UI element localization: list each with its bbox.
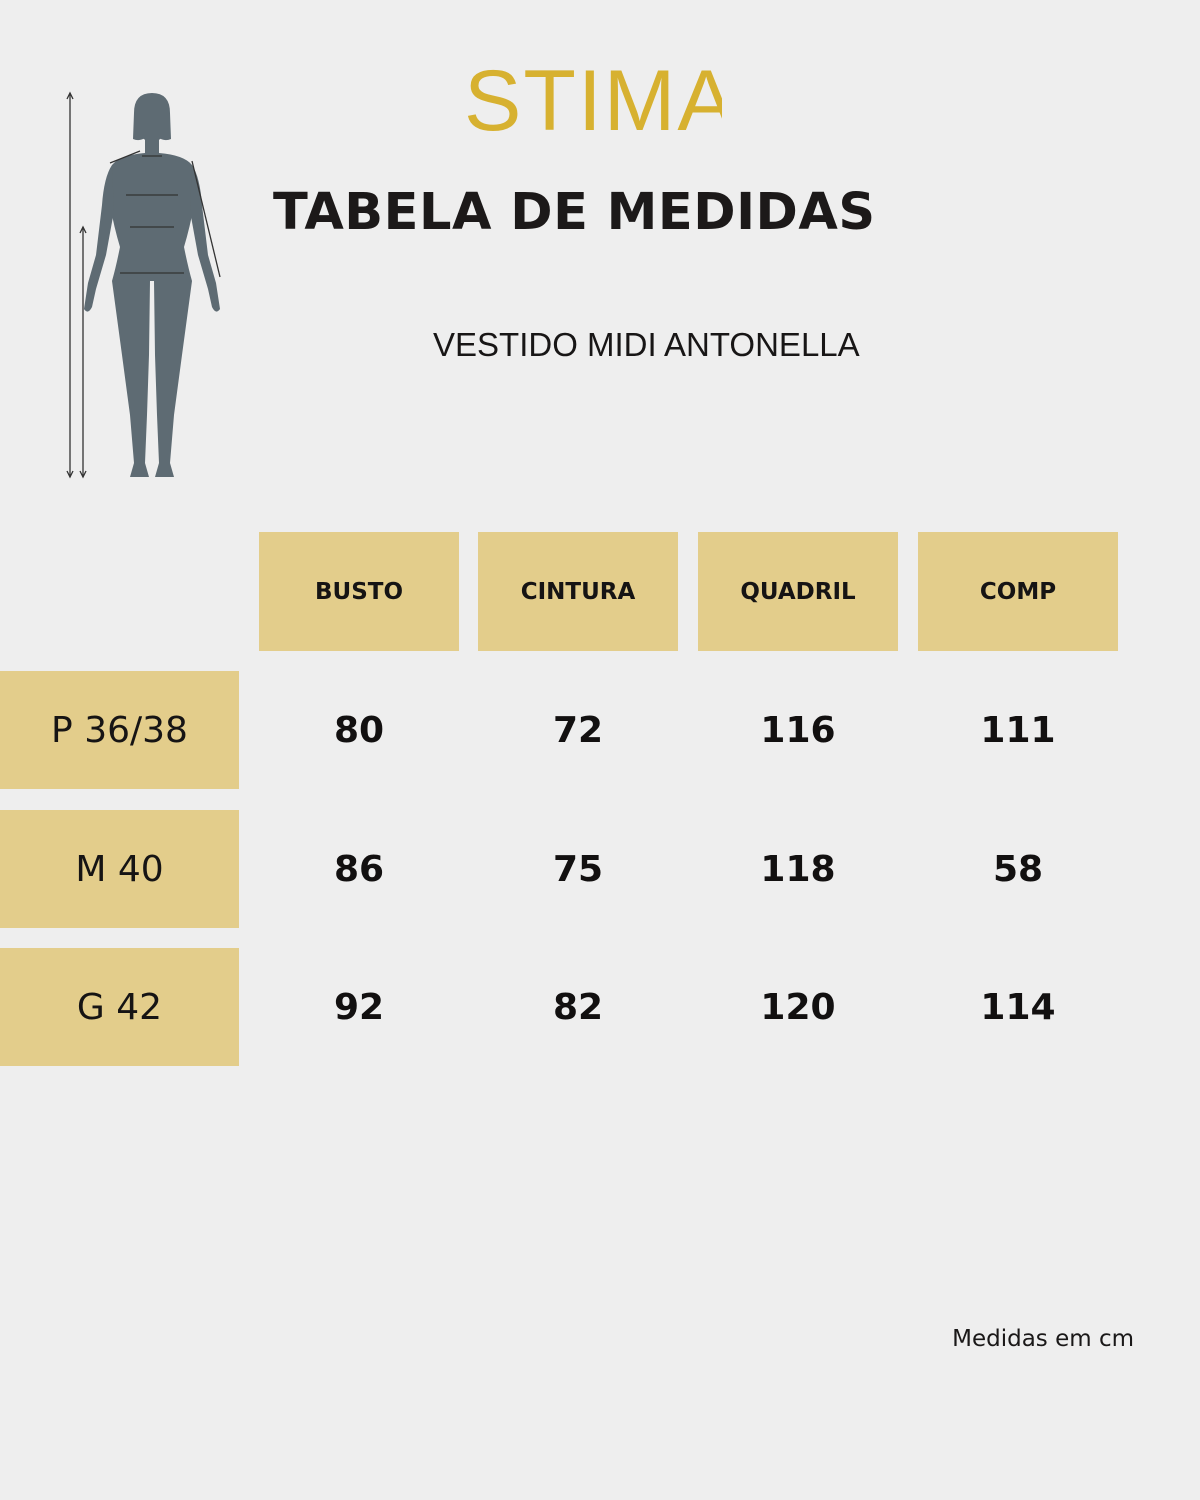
table-cell: 116 [760, 709, 836, 751]
table-cell: 92 [333, 986, 385, 1028]
column-header-comp: COMP [918, 532, 1118, 651]
table-cell: 80 [333, 709, 385, 751]
size-label-m: M 40 [0, 810, 239, 928]
size-label-g: G 42 [0, 948, 239, 1066]
column-header-cintura: CINTURA [478, 532, 678, 651]
page-title: TABELA DE MEDIDAS [273, 183, 876, 242]
table-cell: 118 [760, 848, 836, 890]
body-measurement-figure-icon [66, 91, 221, 479]
table-cell: 86 [333, 848, 385, 890]
product-name: VESTIDO MIDI ANTONELLA [433, 326, 860, 363]
table-cell: 58 [992, 848, 1044, 890]
stima-logo: STIMA [464, 53, 722, 140]
table-cell: 72 [552, 709, 604, 751]
column-header-quadril: QUADRIL [698, 532, 898, 651]
table-cell: 120 [760, 986, 836, 1028]
measurement-unit-note: Medidas em cm [952, 1326, 1134, 1352]
column-header-busto: BUSTO [259, 532, 459, 651]
stima-logo-text: STIMA [464, 53, 722, 140]
size-label-p: P 36/38 [0, 671, 239, 789]
table-cell: 111 [980, 709, 1056, 751]
table-cell: 114 [980, 986, 1056, 1028]
table-cell: 75 [552, 848, 604, 890]
table-cell: 82 [552, 986, 604, 1028]
